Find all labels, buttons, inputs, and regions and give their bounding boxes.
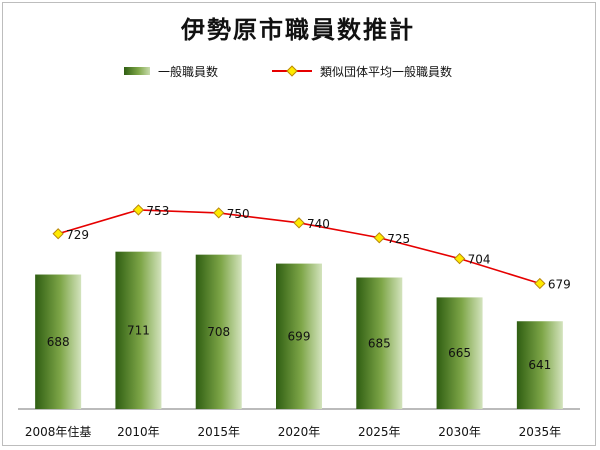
bar-0 [35, 274, 82, 409]
line-marker-4 [373, 232, 385, 244]
bar-value-label-2: 708 [207, 325, 230, 339]
x-tick-label-3: 2020年 [278, 425, 321, 439]
chart-legend: 一般職員数 類似団体平均一般職員数 [0, 62, 596, 80]
legend-item-bar: 一般職員数 [124, 62, 218, 80]
line-marker-0 [52, 228, 64, 240]
bar-value-label-4: 685 [368, 336, 391, 350]
legend-line-swatch [272, 65, 312, 77]
bar-6 [516, 321, 563, 409]
bar-value-label-1: 711 [127, 323, 150, 337]
bar-2 [195, 254, 242, 409]
line-value-label-3: 740 [307, 217, 330, 231]
line-marker-2 [213, 207, 225, 219]
line-value-label-1: 753 [146, 204, 169, 218]
x-tick-label-6: 2035年 [519, 425, 562, 439]
line-value-label-5: 704 [468, 253, 491, 267]
line-marker-5 [453, 252, 466, 265]
line-marker-3 [293, 217, 305, 229]
chart-title: 伊勢原市職員数推計 [181, 16, 415, 44]
line-value-label-4: 725 [387, 232, 410, 246]
legend-item-line: 類似団体平均一般職員数 [272, 62, 452, 80]
bar-5 [436, 297, 483, 409]
x-tick-label-4: 2025年 [358, 425, 401, 439]
line-marker-1 [132, 204, 145, 216]
bar-value-label-6: 641 [528, 358, 551, 372]
line-value-label-0: 729 [66, 228, 89, 242]
bar-3 [276, 263, 322, 409]
bar-1 [115, 251, 162, 409]
x-tick-label-5: 2030年 [438, 425, 481, 439]
line-marker-6 [534, 277, 546, 290]
legend-bar-swatch [124, 67, 150, 75]
bar-value-label-3: 699 [288, 329, 311, 343]
legend-label-bar: 一般職員数 [158, 64, 219, 79]
line-value-label-2: 750 [227, 207, 250, 221]
line-value-label-6: 679 [548, 277, 571, 291]
legend-label-line: 類似団体平均一般職員数 [320, 64, 453, 79]
bar-value-label-5: 665 [448, 346, 471, 360]
bar-value-label-0: 688 [47, 335, 70, 349]
x-tick-label-1: 2010年 [117, 425, 160, 439]
bar-4 [356, 277, 403, 409]
x-tick-label-2: 2015年 [197, 425, 240, 439]
x-tick-label-0: 2008年住基 [25, 425, 92, 439]
